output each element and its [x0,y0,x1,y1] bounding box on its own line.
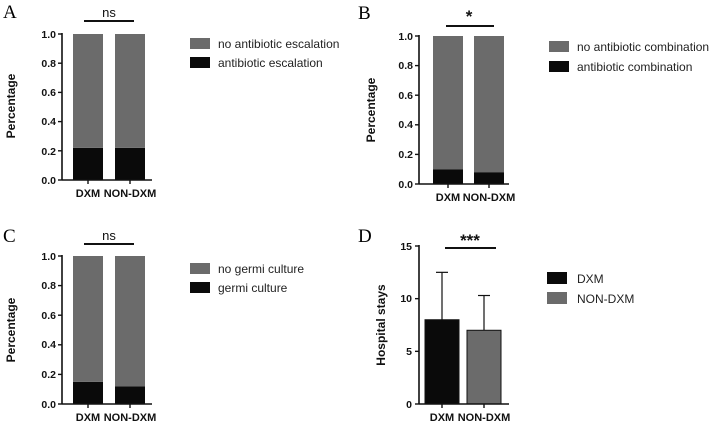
bar-antibiotic-escalation [115,147,145,180]
legend-swatch-gray [549,41,569,52]
panel-c: C Percentage 0.0 0.2 0.4 0.6 0.8 1.0 DXM… [3,226,304,424]
y-tick-label: 0.4 [41,339,56,351]
bar-no-antibiotic-combination [433,36,463,170]
y-tick-label: 0.6 [41,310,56,322]
legend-label: DXM [577,272,604,286]
y-tick-label: 0.2 [398,149,413,161]
legend: no antibiotic escalation antibiotic esca… [190,37,339,70]
panel-a: A Percentage 0.0 0.2 0.4 0.6 0.8 1.0 DXM… [3,2,339,200]
y-tick-label: 0.0 [41,175,56,187]
y-ticks: 0.0 0.2 0.4 0.6 0.8 1.0 [41,251,56,411]
panel-b: B Percentage 0.0 0.2 0.4 0.6 0.8 1.0 DXM… [358,3,709,204]
y-tick-label: 0.4 [41,116,56,128]
y-tick-label: 0.0 [41,399,56,411]
bar-antibiotic-combination [474,172,504,184]
y-ticks: 0.0 0.2 0.4 0.6 0.8 1.0 [41,29,56,187]
y-axis-label: Percentage [4,297,18,362]
legend: DXM NON-DXM [547,272,634,306]
panel-d: D Hospital stays 0 5 10 15 DXM NON-DXM *… [358,226,634,424]
y-tick-label: 0.8 [398,60,413,72]
legend-label: antibiotic escalation [218,56,323,70]
panel-letter: B [358,3,371,24]
x-tick-label-dxm: DXM [76,412,100,424]
bar-no-antibiotic-combination [474,36,504,173]
legend: no germi culture germi culture [190,262,304,295]
legend-label: germi culture [218,281,288,295]
panel-letter: A [3,2,17,23]
y-tick-label: 1.0 [41,251,56,263]
plot-area [415,245,509,408]
x-tick-label-dxm: DXM [430,412,454,424]
y-axis-label: Hospital stays [374,284,388,366]
legend-swatch-gray [190,38,210,49]
legend-label: antibiotic combination [577,60,692,74]
legend-swatch-non-dxm [547,292,567,304]
plot-area [58,255,152,408]
y-axis-label: Percentage [364,77,378,142]
y-tick-label: 5 [406,346,412,358]
y-tick-label: 0.6 [41,87,56,99]
plot-area [415,35,509,188]
y-tick-label: 10 [400,293,412,305]
bar-germi-culture [115,386,145,404]
significance-label: ns [102,228,116,243]
legend-label: no antibiotic combination [577,40,709,54]
y-tick-label: 1.0 [41,29,56,41]
legend-swatch-dark [190,282,210,293]
y-tick-label: 0.0 [398,179,413,191]
y-tick-label: 0.8 [41,280,56,292]
bar-no-antibiotic-escalation [73,34,103,148]
legend-swatch-dark [549,61,569,72]
bar-no-germi-culture [73,256,103,382]
legend-swatch-dark [190,57,210,68]
significance-label: *** [460,231,480,250]
legend: no antibiotic combination antibiotic com… [549,40,709,74]
legend-label: NON-DXM [577,292,634,306]
legend-swatch-gray [190,263,210,274]
bar-no-antibiotic-escalation [115,34,145,148]
y-tick-label: 0.2 [41,369,56,381]
y-tick-label: 0.2 [41,146,56,158]
plot-area [58,33,152,184]
x-tick-label-non-dxm: NON-DXM [463,192,516,204]
significance-label: * [466,7,473,26]
bar-antibiotic-escalation [73,147,103,180]
y-tick-label: 0 [406,399,412,411]
legend-label: no antibiotic escalation [218,37,339,51]
x-tick-label-non-dxm: NON-DXM [104,412,157,424]
x-tick-label-dxm: DXM [76,188,100,200]
y-axis-label: Percentage [4,73,18,138]
x-tick-label-dxm: DXM [436,192,460,204]
bar-no-germi-culture [115,256,145,387]
y-tick-label: 15 [400,241,412,253]
bar-antibiotic-combination [433,169,463,184]
panel-letter: C [3,226,16,247]
y-ticks: 0.0 0.2 0.4 0.6 0.8 1.0 [398,31,413,191]
x-tick-label-non-dxm: NON-DXM [104,188,157,200]
y-tick-label: 0.6 [398,90,413,102]
y-tick-label: 0.4 [398,119,413,131]
panel-letter: D [358,226,372,247]
y-tick-label: 0.8 [41,58,56,70]
bar-dxm [424,319,460,405]
y-tick-label: 1.0 [398,31,413,43]
bar-germi-culture [73,381,103,404]
legend-swatch-dxm [547,272,567,284]
significance-label: ns [102,5,116,20]
y-ticks: 0 5 10 15 [400,241,412,411]
x-tick-label-non-dxm: NON-DXM [458,412,511,424]
legend-label: no germi culture [218,262,304,276]
bar-non-dxm [466,329,502,405]
